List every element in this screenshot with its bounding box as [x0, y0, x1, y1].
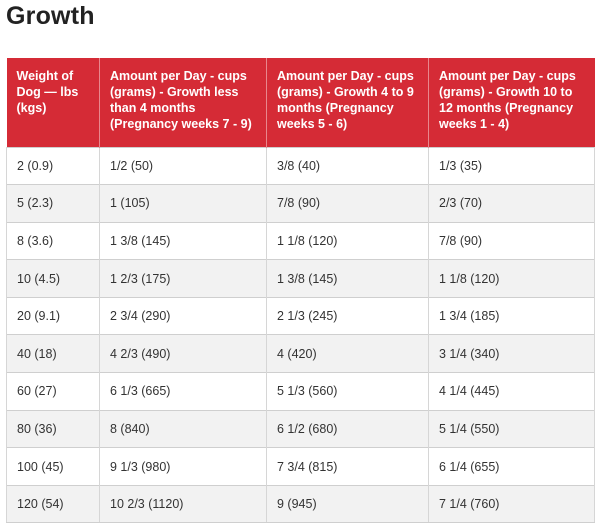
table-row: 100 (45) 9 1/3 (980) 7 3/4 (815) 6 1/4 (…: [6, 447, 595, 486]
cell-amount: 2/3 (70): [428, 184, 595, 223]
cell-amount: 1 (105): [99, 184, 267, 223]
cell-amount: 2 1/3 (245): [266, 296, 429, 335]
cell-amount: 1 3/8 (145): [99, 221, 267, 260]
cell-amount: 1 2/3 (175): [99, 259, 267, 298]
cell-amount: 1 3/8 (145): [266, 259, 429, 298]
table-row: 5 (2.3) 1 (105) 7/8 (90) 2/3 (70): [6, 184, 595, 223]
cell-amount: 9 1/3 (980): [99, 447, 267, 486]
table-row: 2 (0.9) 1/2 (50) 3/8 (40) 1/3 (35): [6, 146, 595, 185]
cell-amount: 1 1/8 (120): [428, 259, 595, 298]
cell-weight: 120 (54): [6, 484, 100, 524]
cell-weight: 10 (4.5): [6, 259, 100, 298]
feeding-chart-table: Weight of Dog — lbs (kgs) Amount per Day…: [6, 58, 595, 524]
cell-weight: 100 (45): [6, 447, 100, 486]
table-row: 10 (4.5) 1 2/3 (175) 1 3/8 (145) 1 1/8 (…: [6, 259, 595, 298]
header-weight: Weight of Dog — lbs (kgs): [6, 58, 100, 147]
cell-amount: 1/3 (35): [428, 146, 595, 185]
header-growth-10-to-12-months: Amount per Day - cups (grams) - Growth 1…: [428, 58, 595, 147]
cell-amount: 2 3/4 (290): [99, 296, 267, 335]
table-row: 40 (18) 4 2/3 (490) 4 (420) 3 1/4 (340): [6, 334, 595, 373]
cell-amount: 6 1/3 (665): [99, 372, 267, 411]
cell-amount: 4 2/3 (490): [99, 334, 267, 373]
table-row: 8 (3.6) 1 3/8 (145) 1 1/8 (120) 7/8 (90): [6, 221, 595, 260]
cell-amount: 1/2 (50): [99, 146, 267, 185]
cell-weight: 60 (27): [6, 372, 100, 411]
table-header-row: Weight of Dog — lbs (kgs) Amount per Day…: [6, 58, 595, 147]
cell-amount: 6 1/2 (680): [266, 409, 429, 448]
cell-amount: 7 3/4 (815): [266, 447, 429, 486]
table-row: 120 (54) 10 2/3 (1120) 9 (945) 7 1/4 (76…: [6, 484, 595, 524]
cell-weight: 5 (2.3): [6, 184, 100, 223]
cell-amount: 5 1/4 (550): [428, 409, 595, 448]
cell-amount: 4 1/4 (445): [428, 372, 595, 411]
cell-weight: 2 (0.9): [6, 146, 100, 185]
table-row: 20 (9.1) 2 3/4 (290) 2 1/3 (245) 1 3/4 (…: [6, 296, 595, 335]
cell-amount: 9 (945): [266, 484, 429, 524]
cell-weight: 80 (36): [6, 409, 100, 448]
cell-amount: 1 1/8 (120): [266, 221, 429, 260]
cell-amount: 1 3/4 (185): [428, 296, 595, 335]
header-growth-under-4-months: Amount per Day - cups (grams) - Growth l…: [99, 58, 267, 147]
table-row: 60 (27) 6 1/3 (665) 5 1/3 (560) 4 1/4 (4…: [6, 372, 595, 411]
cell-amount: 6 1/4 (655): [428, 447, 595, 486]
header-growth-4-to-9-months: Amount per Day - cups (grams) - Growth 4…: [266, 58, 429, 147]
cell-amount: 5 1/3 (560): [266, 372, 429, 411]
cell-weight: 20 (9.1): [6, 296, 100, 335]
cell-amount: 8 (840): [99, 409, 267, 448]
cell-amount: 7/8 (90): [428, 221, 595, 260]
cell-weight: 8 (3.6): [6, 221, 100, 260]
cell-amount: 7 1/4 (760): [428, 484, 595, 524]
cell-amount: 4 (420): [266, 334, 429, 373]
cell-amount: 3/8 (40): [266, 146, 429, 185]
cell-amount: 3 1/4 (340): [428, 334, 595, 373]
page-title: Growth: [6, 2, 95, 30]
cell-amount: 7/8 (90): [266, 184, 429, 223]
cell-weight: 40 (18): [6, 334, 100, 373]
table-row: 80 (36) 8 (840) 6 1/2 (680) 5 1/4 (550): [6, 409, 595, 448]
cell-amount: 10 2/3 (1120): [99, 484, 267, 524]
